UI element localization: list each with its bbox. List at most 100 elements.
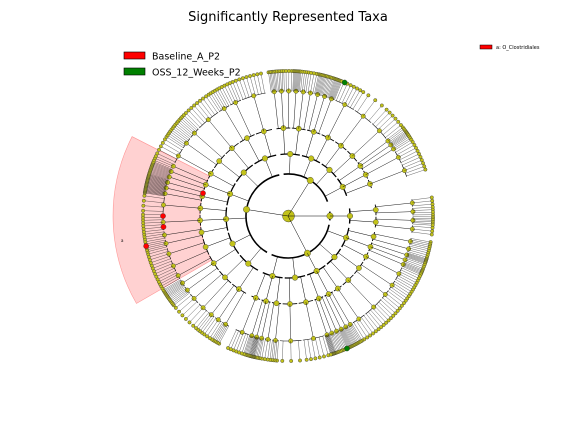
genus-branch (151, 167, 171, 175)
genus-branch (382, 121, 399, 135)
genus-branch (391, 134, 408, 146)
order-branch (265, 275, 273, 302)
biomarker-node-baseline (160, 224, 167, 230)
class-node (308, 155, 315, 162)
genus-node (155, 151, 160, 156)
family-branch (303, 92, 311, 130)
genus-branch (403, 262, 423, 271)
genus-branch (275, 340, 278, 361)
order-branch (305, 131, 314, 157)
genus-branch (342, 328, 352, 347)
genus-node (280, 358, 285, 363)
genus-branch (229, 83, 239, 102)
genus-branch (332, 80, 341, 100)
genus-node (415, 149, 420, 153)
genus-branch (232, 81, 241, 101)
genus-branch (167, 286, 185, 298)
genus-branch (147, 178, 168, 184)
genus-branch (352, 92, 364, 110)
genus-branch (211, 322, 223, 340)
genus-branch (353, 322, 365, 340)
genus-node (177, 309, 181, 314)
legend: Baseline_A_P2 OSS_12_Weeks_P2 (123, 52, 241, 79)
genus-branch (165, 282, 183, 294)
genus-branch (185, 304, 201, 320)
genus-branch (269, 340, 273, 360)
genus-node (326, 353, 331, 358)
genus-branch (370, 309, 384, 326)
phylum-branch (287, 180, 311, 217)
genus-branch (368, 105, 382, 121)
genus-branch (399, 150, 418, 161)
family-branch (365, 157, 399, 175)
genus-branch (384, 295, 400, 309)
genus-branch (157, 270, 176, 280)
genus-branch (357, 95, 369, 113)
genus-branch (412, 209, 433, 211)
genus-branch (319, 75, 325, 96)
genus-branch (406, 256, 426, 264)
genus-branch (273, 71, 277, 92)
genus-branch (334, 331, 343, 351)
family-branch (273, 91, 279, 129)
genus-branch (315, 74, 321, 95)
genus-branch (412, 212, 433, 213)
genus-branch (191, 107, 205, 123)
genus-branch (144, 231, 165, 235)
family-node (273, 337, 278, 343)
family-branch (348, 279, 374, 308)
genus-branch (341, 85, 351, 104)
family-branch (202, 280, 229, 308)
genus-branch (209, 321, 221, 339)
genus-branch (334, 81, 342, 100)
genus-branch (396, 277, 415, 288)
genus-branch (166, 136, 184, 148)
genus-branch (328, 334, 336, 354)
genus-branch (214, 90, 226, 109)
family-branch (173, 166, 208, 182)
genus-branch (166, 284, 184, 296)
phylum-arc (271, 224, 330, 259)
genus-branch (162, 142, 181, 154)
genus-branch (324, 335, 331, 355)
phylum-node (306, 176, 314, 184)
biomarker-node-baseline (160, 213, 166, 219)
genus-branch (143, 205, 164, 208)
family-node (409, 226, 415, 232)
family-node (259, 335, 265, 341)
genus-branch (227, 329, 237, 349)
genus-branch (312, 73, 317, 94)
genus-branch (376, 303, 392, 319)
genus-branch (398, 147, 417, 158)
genus-node (183, 111, 188, 115)
family-node (402, 257, 408, 263)
genus-node (366, 93, 371, 98)
genus-branch (252, 337, 258, 357)
family-branch (194, 132, 223, 158)
genus-branch (403, 263, 423, 272)
genus-node (389, 316, 393, 321)
genus-branch (406, 254, 426, 261)
genus-node (351, 84, 356, 89)
genus-branch (338, 83, 348, 102)
family-branch (171, 171, 206, 185)
family-branch (358, 140, 389, 164)
genus-branch (170, 289, 188, 302)
family-node (371, 304, 377, 310)
family-branch (318, 98, 332, 134)
order-node (210, 260, 217, 266)
genus-branch (258, 338, 263, 358)
class-node (261, 155, 268, 162)
genus-branch (159, 274, 178, 285)
genus-node (309, 357, 313, 362)
family-branch (275, 303, 280, 341)
genus-branch (144, 192, 165, 197)
family-node (385, 138, 391, 144)
legend-swatch-oss (123, 67, 146, 76)
genus-branch (163, 280, 182, 292)
genus-branch (227, 84, 236, 103)
genus-branch (147, 246, 167, 252)
family-node (239, 329, 245, 335)
genus-branch (406, 169, 426, 177)
family-node (406, 246, 411, 252)
